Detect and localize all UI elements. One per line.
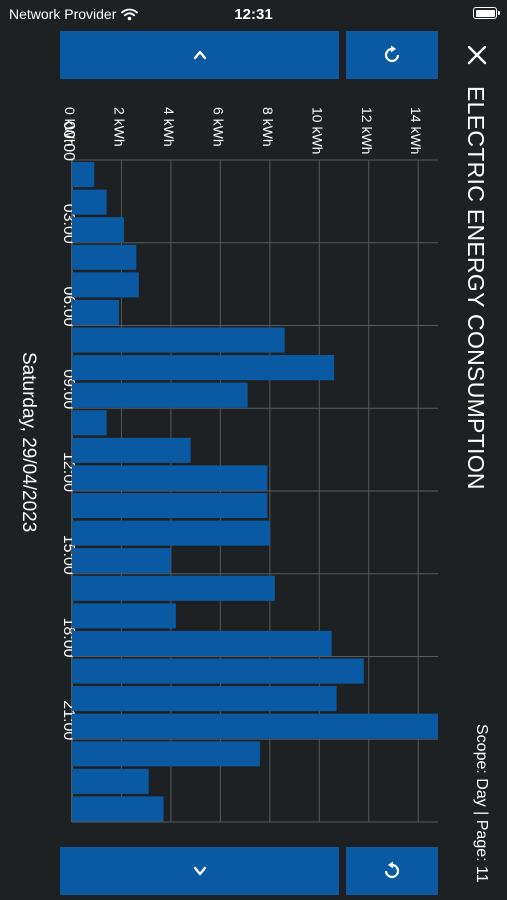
value-tick-label: 10 kWh [309,107,325,154]
refresh-button-top[interactable] [346,31,438,79]
bar [72,299,119,325]
bar [72,493,268,519]
bar [72,686,337,712]
bar [72,327,285,353]
bar [72,437,191,463]
close-button[interactable] [462,40,492,70]
bar [72,575,275,601]
bar [72,603,176,629]
carrier-info: Network Provider [9,6,139,22]
chevron-up-icon [193,50,206,60]
value-tick-label: 8 kWh [260,107,276,147]
bar [72,713,438,739]
category-tick-label: 00:00 [60,121,77,161]
refresh-button-bottom[interactable] [346,847,438,895]
bar [72,272,139,298]
value-tick-label: 6 kWh [210,107,226,147]
bar [72,244,137,270]
refresh-icon [384,45,400,63]
bar [72,382,248,408]
status-time: 12:31 [234,6,273,23]
wifi-icon [121,8,139,20]
bar [72,217,124,243]
bar [72,162,95,188]
bar [72,410,107,436]
close-icon [467,45,487,65]
status-bar: Network Provider 12:31 [0,0,507,28]
refresh-icon [384,861,400,879]
chevron-down-icon [193,866,206,876]
bar [72,520,270,546]
battery-icon [473,7,500,19]
bar [72,630,332,656]
next-page-button[interactable] [60,847,339,895]
bar [72,355,335,381]
bar [72,548,171,574]
value-tick-label: 2 kWh [111,107,127,147]
bar [72,768,149,794]
bar [72,189,107,215]
bar [72,796,164,822]
value-tick-label: 0 kWh [62,107,78,147]
value-tick-label: 14 kWh [408,107,424,154]
carrier-name: Network Provider [9,6,117,22]
previous-page-button[interactable] [60,31,339,79]
bar [72,658,364,684]
value-tick-label: 4 kWh [161,107,177,147]
bar [72,741,260,767]
value-tick-label: 12 kWh [359,107,375,154]
bar [72,465,268,491]
